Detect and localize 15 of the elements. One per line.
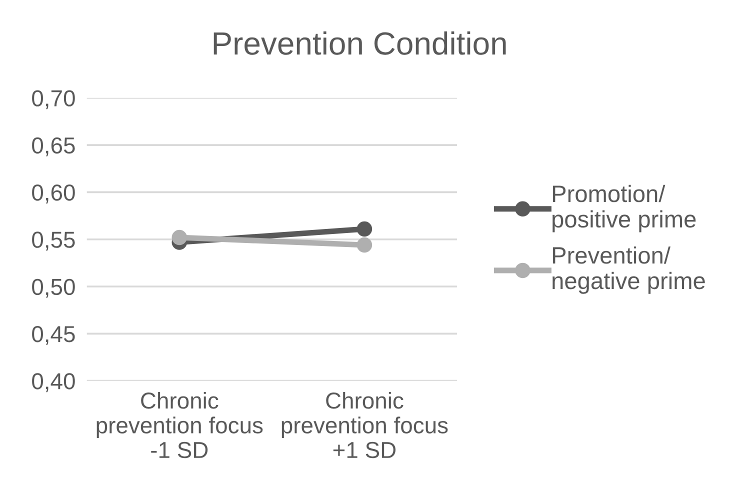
y-tick-label: 0,70 (32, 90, 75, 110)
point (356, 237, 372, 253)
y-tick-label: 0,45 (32, 326, 75, 345)
legend-label: Prevention/ negative prime (552, 246, 705, 294)
point (172, 230, 188, 246)
y-tick-label: 0,55 (32, 232, 75, 251)
chart-title: Prevention Condition (214, 31, 506, 55)
legend-label: Promotion/ positive prime (552, 184, 696, 232)
y-tick-label: 0,40 (32, 373, 75, 392)
y-tick-label: 0,50 (32, 278, 75, 298)
x-tick-label: Chronic prevention focus +1 SD (282, 392, 448, 458)
x-tick-label: Chronic prevention focus -1 SD (96, 392, 263, 458)
point (356, 221, 372, 237)
y-tick-label: 0,65 (32, 137, 75, 156)
y-tick-label: 0,60 (32, 184, 75, 204)
